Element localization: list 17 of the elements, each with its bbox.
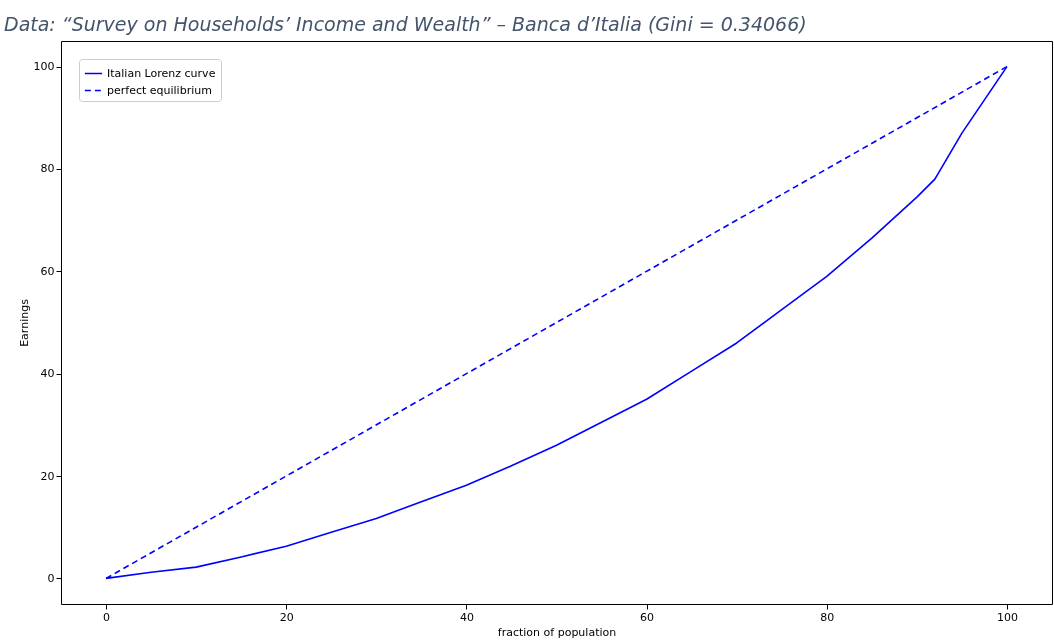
legend-label: perfect equilibrium <box>107 83 212 97</box>
x-tick-label: 40 <box>459 610 474 624</box>
x-tick-label: 60 <box>640 610 655 624</box>
chart-title: Data: “Survey on Households’ Income and Wealth” – Banca d’Italia (Gini = 0.34066) <box>4 13 807 35</box>
y-tick-label: 60 <box>40 264 55 278</box>
y-tick-label: 20 <box>40 469 55 483</box>
y-tick-label: 40 <box>40 367 55 381</box>
x-axis-title: fraction of population <box>497 625 617 639</box>
x-tick-label: 80 <box>820 610 835 624</box>
y-axis-title: Earnings <box>17 298 31 347</box>
legend-label: Italian Lorenz curve <box>107 66 216 80</box>
y-tick-label: 0 <box>47 571 55 585</box>
x-tick-label: 0 <box>103 610 111 624</box>
x-tick-label: 100 <box>996 610 1018 624</box>
x-tick-label: 20 <box>279 610 294 624</box>
y-tick-label: 100 <box>33 60 55 74</box>
y-tick-label: 80 <box>40 162 55 176</box>
